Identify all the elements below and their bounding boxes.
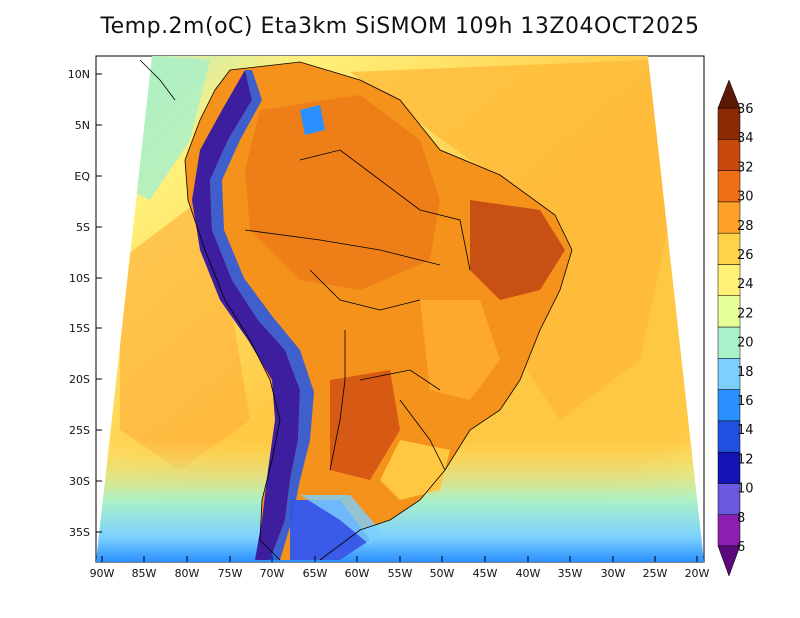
warm-ocean-area [350,60,668,420]
border-lines [139,59,573,561]
lat-label: 25S [69,424,90,437]
lon-label: 70W [260,567,285,580]
lon-label: 75W [218,567,243,580]
colorbar-label: 6 [737,540,745,555]
lat-label: 10S [69,272,90,285]
chaco-hot-area [330,370,400,480]
lon-tick: 80W [175,556,200,580]
lat-tick: 20S [69,373,102,386]
lon-label: 80W [175,567,200,580]
colorbar: 6 8 10 12 14 16 18 20 22 24 26 28 30 32 34 36 [717,79,754,577]
colorbar-bottom-arrow [717,545,741,577]
lon-label: 20W [685,567,710,580]
lat-label: 10N [68,68,90,81]
lon-label: 85W [132,567,157,580]
lon-label: 35W [558,567,583,580]
colorbar-label: 12 [737,452,754,467]
lon-tick: 50W [430,556,455,580]
lon-tick: 35W [558,556,583,580]
colorbar-label: 10 [737,482,754,497]
lon-label: 90W [90,567,115,580]
lon-label: 65W [303,567,328,580]
lon-label: 30W [601,567,626,580]
colorbar-label: 20 [737,336,754,351]
lon-tick: 25W [643,556,668,580]
lon-tick: 75W [218,556,243,580]
andes-ice-fringe [210,70,314,560]
colorbar-label: 28 [737,219,754,234]
amazon-hot-area [245,95,440,290]
andes-ridge [192,70,300,560]
guiana-cool-patch [300,105,325,135]
patagonia-fringe [300,495,380,545]
lon-tick: 30W [601,556,626,580]
lat-tick: 10S [69,272,102,285]
lon-tick: 45W [473,556,498,580]
lat-tick: 15S [69,322,102,335]
lon-tick: 85W [132,556,157,580]
lon-tick: 55W [388,556,413,580]
northeast-hot-area [470,200,565,300]
lat-tick: 30S [69,475,102,488]
lon-tick: 70W [260,556,285,580]
lat-label: 35S [69,526,90,539]
lon-label: 45W [473,567,498,580]
colorbar-label: 26 [737,248,754,263]
lat-tick: 10N [68,68,102,81]
colorbar-label: 8 [737,511,745,526]
lon-tick: 65W [303,556,328,580]
lat-label: 5N [75,119,90,132]
lat-label: 30S [69,475,90,488]
map-title: Temp.2m(oC) Eta3km SiSMOM 109h 13Z04OCT2… [100,14,700,39]
lat-label: EQ [74,170,90,183]
lon-label: 55W [388,567,413,580]
lat-tick: 5N [75,119,102,132]
lat-tick: EQ [74,170,102,183]
lon-label: 40W [516,567,541,580]
colorbar-labels: 6 8 10 12 14 16 18 20 22 24 26 28 30 32 34 36 [737,102,754,555]
lat-tick: 5S [76,221,102,234]
longitude-axis: 90W 85W 80W 75W 70W 65W 60W 55W 50W 45W … [90,556,710,580]
lon-label: 25W [643,567,668,580]
lat-label: 5S [76,221,90,234]
lon-label: 60W [345,567,370,580]
colorbar-label: 18 [737,365,754,380]
colorbar-label: 24 [737,277,754,292]
lon-tick: 60W [345,556,370,580]
colorbar-label: 30 [737,190,754,205]
lon-tick: 40W [516,556,541,580]
lon-tick: 20W [685,556,710,580]
lon-label: 50W [430,567,455,580]
colorbar-label: 16 [737,394,754,409]
lat-tick: 35S [69,526,102,539]
lat-label: 15S [69,322,90,335]
colorbar-label: 14 [737,423,754,438]
lat-tick: 25S [69,424,102,437]
central-brazil-warm-area [420,300,500,400]
lat-label: 20S [69,373,90,386]
colorbar-swatches [717,107,741,547]
latitude-axis: 10N 5N EQ 5S 10S 15S 20S 25S 30S 35S [68,68,102,539]
colorbar-label: 22 [737,306,754,321]
colorbar-label: 36 [737,102,754,117]
colorbar-label: 32 [737,160,754,175]
colorbar-label: 34 [737,131,754,146]
colorbar-top-arrow [717,79,741,109]
lon-tick: 90W [90,556,115,580]
